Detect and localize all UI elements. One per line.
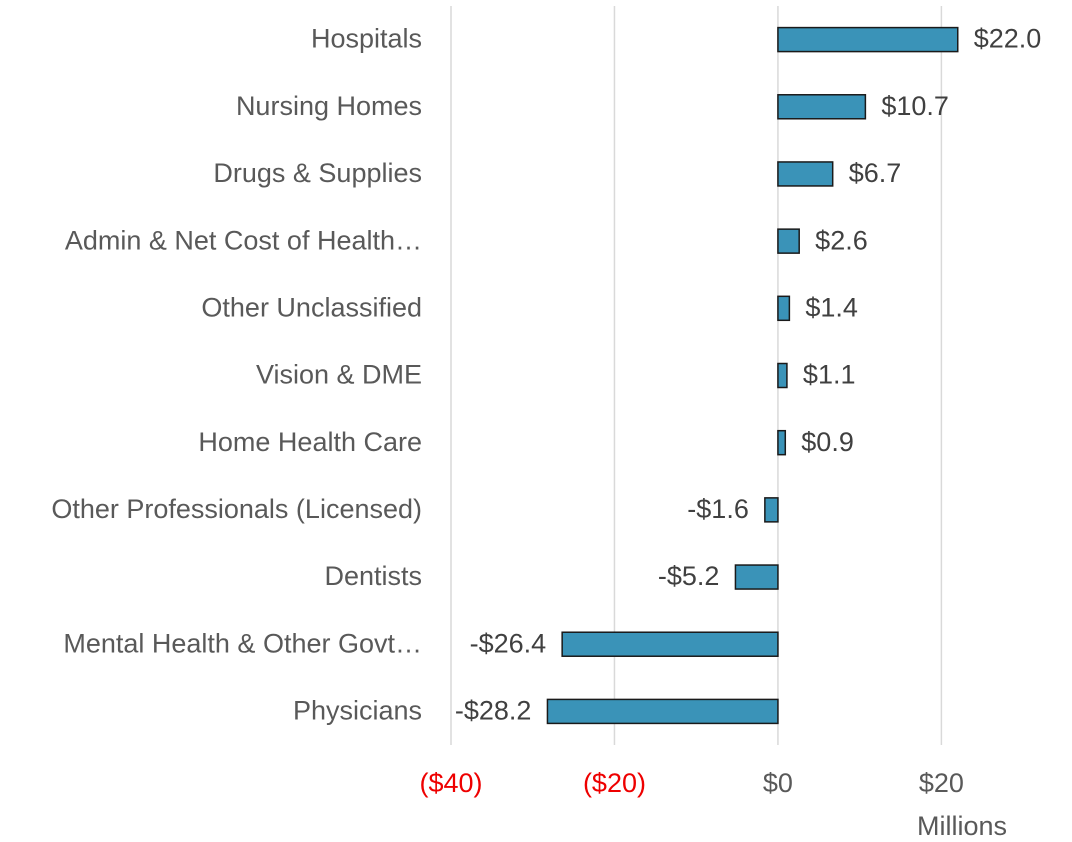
data-label: $1.1 [803,360,856,390]
y-tick-label: Mental Health & Other Govt… [63,628,422,658]
data-label: -$1.6 [687,494,749,524]
data-label: $1.4 [805,292,858,322]
bar [777,26,959,53]
bar [777,362,788,389]
data-label: $0.9 [801,427,854,457]
bar [777,94,867,120]
data-label: -$5.2 [658,561,720,591]
y-tick-label: Dentists [324,561,422,591]
data-label: -$28.2 [455,696,532,726]
bar [777,161,834,187]
data-label: $2.6 [815,225,868,255]
x-tick-label: ($20) [583,768,646,798]
x-tick-label: $20 [919,768,964,798]
data-label: $10.7 [881,91,949,121]
bar [777,429,787,456]
x-tick-label: ($40) [419,768,482,798]
y-tick-label: Other Unclassified [201,292,422,322]
bar [764,497,779,523]
y-tick-label: Hospitals [311,24,422,54]
x-axis-label: Millions [917,811,1007,841]
x-tick-label: $0 [763,768,793,798]
bar [777,228,800,254]
y-tick-label: Other Professionals (Licensed) [51,494,422,524]
y-tick-label: Vision & DME [256,360,422,390]
bar [777,295,791,322]
bar [546,698,779,725]
bar [561,631,779,657]
data-label: $6.7 [849,158,902,188]
y-tick-label: Physicians [293,696,422,726]
y-tick-label: Drugs & Supplies [213,158,422,188]
y-tick-label: Nursing Homes [236,91,422,121]
y-tick-label: Home Health Care [198,427,422,457]
data-label: $22.0 [974,24,1042,54]
bar [734,564,779,590]
y-tick-label: Admin & Net Cost of Health… [65,225,422,255]
data-label: -$26.4 [470,628,547,658]
